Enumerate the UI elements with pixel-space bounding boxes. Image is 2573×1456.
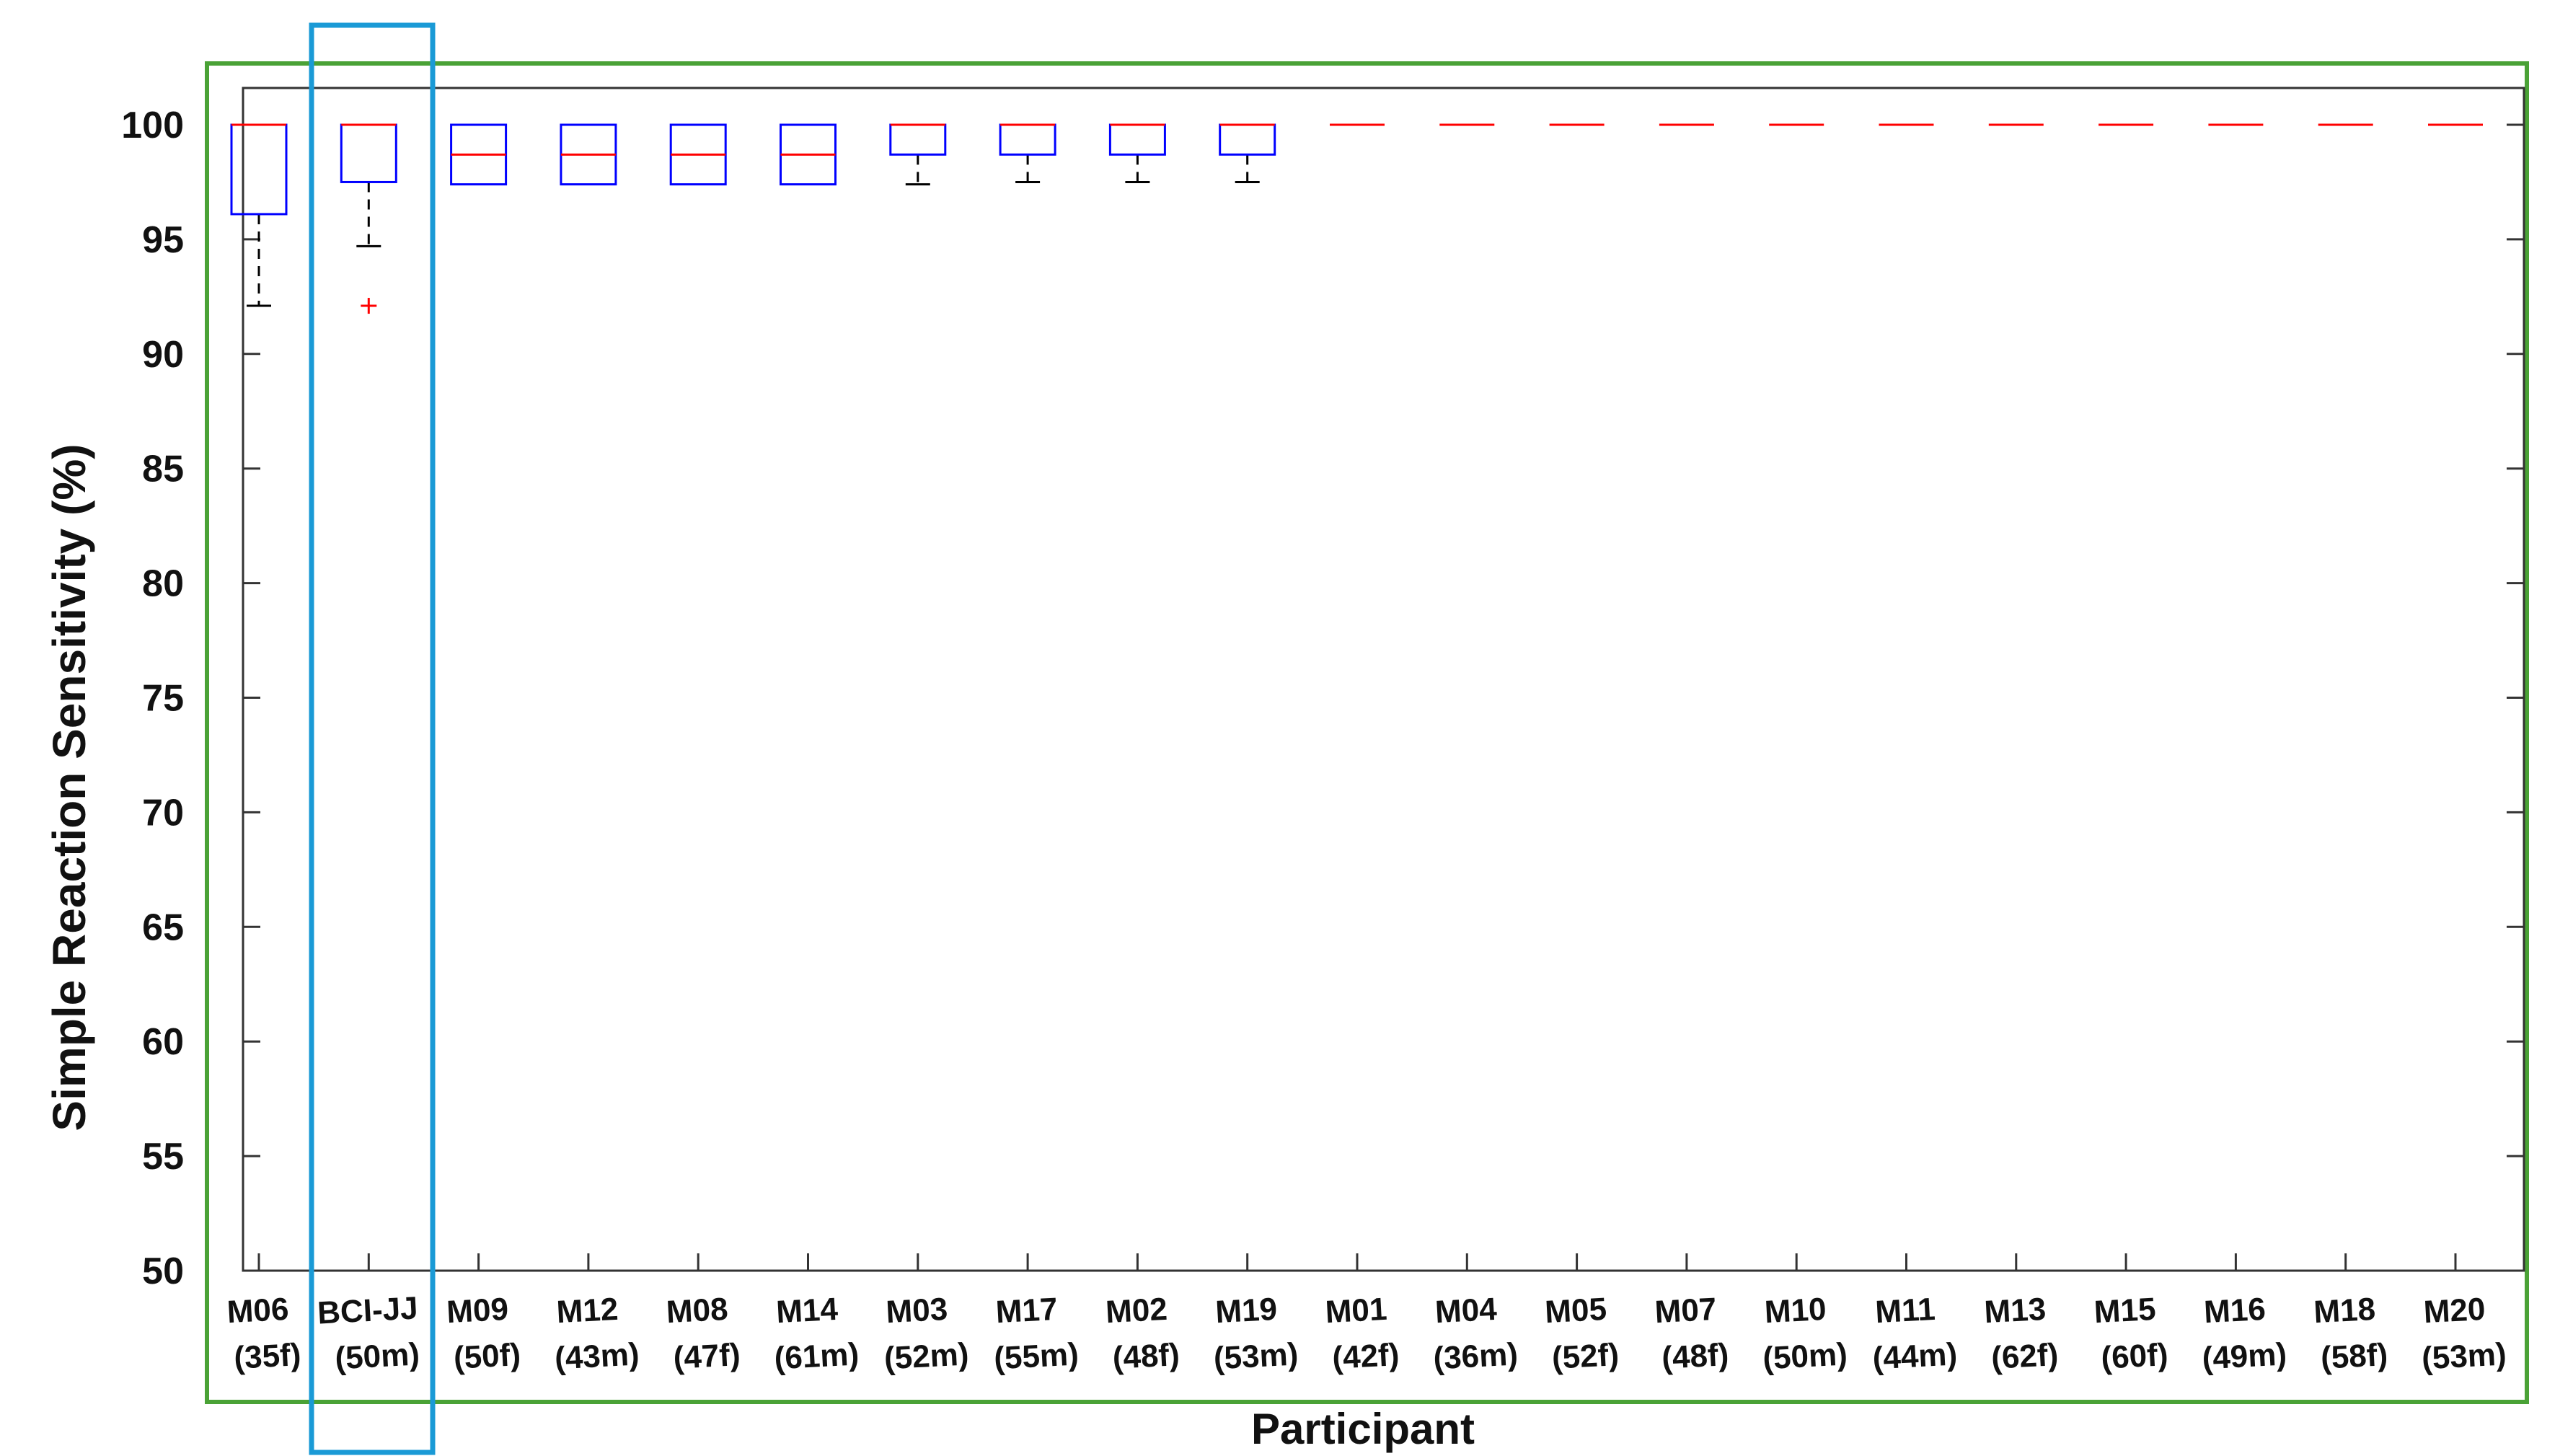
x-tick-label-meta: (52f) bbox=[1551, 1337, 1620, 1376]
x-tick-label-participant: M02 bbox=[1105, 1292, 1168, 1330]
x-tick-label-participant: M14 bbox=[775, 1292, 839, 1330]
x-tick-label-meta: (53m) bbox=[2421, 1336, 2507, 1376]
y-axis: 50 55 60 65 70 75 80 85 90 95 100 bbox=[121, 105, 2524, 1292]
x-tick-label-meta: (52m) bbox=[883, 1336, 970, 1376]
highlight-frame-bci-jj bbox=[309, 22, 436, 1455]
x-tick-label-participant: M11 bbox=[1874, 1292, 1936, 1330]
x-tick-label-participant: M18 bbox=[2313, 1292, 2376, 1330]
x-tick-label-participant: M13 bbox=[1983, 1292, 2047, 1330]
y-tick-label: 75 bbox=[142, 678, 184, 720]
x-tick-label-participant: M03 bbox=[885, 1292, 948, 1330]
y-tick-label: 95 bbox=[142, 219, 184, 261]
x-tick-label-meta: (61m) bbox=[774, 1336, 860, 1376]
plot-area-border bbox=[242, 87, 2525, 1272]
y-tick-label: 90 bbox=[142, 334, 184, 376]
x-tick-label-participant: M15 bbox=[2093, 1292, 2157, 1330]
x-tick-label-participant: M17 bbox=[995, 1292, 1059, 1330]
y-tick-label: 100 bbox=[121, 105, 184, 146]
x-tick-label-meta: (60f) bbox=[2100, 1337, 2168, 1376]
y-tick-label: 55 bbox=[142, 1136, 184, 1178]
x-tick-label-meta: (62f) bbox=[1990, 1337, 2059, 1376]
x-tick-label-meta: (47f) bbox=[672, 1337, 741, 1376]
y-tick-label: 60 bbox=[142, 1021, 184, 1063]
y-axis-label: Simple Reaction Sensitivity (%) bbox=[43, 444, 95, 1131]
x-tick-label-meta: (50m) bbox=[1762, 1336, 1848, 1376]
x-tick-label-participant: M09 bbox=[446, 1292, 509, 1330]
x-tick-label-meta: (36m) bbox=[1432, 1336, 1519, 1376]
x-tick-label-meta: (55m) bbox=[993, 1336, 1080, 1376]
x-tick-label-meta: (58f) bbox=[2320, 1337, 2388, 1376]
x-tick-label-participant: M04 bbox=[1434, 1292, 1499, 1330]
y-tick-label: 70 bbox=[142, 792, 184, 834]
x-axis: M06 (35f) BCI-JJ (50m) M09 (50f) M12 (43m) M08 (4… bbox=[226, 1253, 2507, 1376]
x-tick-label-meta: (43m) bbox=[554, 1336, 640, 1376]
x-tick-label-meta: (53m) bbox=[1213, 1336, 1299, 1376]
x-tick-label-meta: (35f) bbox=[233, 1337, 301, 1376]
x-tick-label-meta: (48f) bbox=[1661, 1337, 1729, 1376]
x-tick-label-participant: M01 bbox=[1325, 1292, 1388, 1330]
y-tick-label: 65 bbox=[142, 906, 184, 948]
x-tick-label-participant: M10 bbox=[1764, 1292, 1827, 1330]
y-tick-label: 80 bbox=[142, 563, 184, 605]
x-tick-label-meta: (48f) bbox=[1112, 1337, 1180, 1376]
x-tick-label-participant: M05 bbox=[1544, 1292, 1607, 1330]
y-tick-label: 85 bbox=[142, 449, 184, 490]
x-tick-label-meta: (42f) bbox=[1331, 1337, 1400, 1376]
outer-green-frame bbox=[205, 61, 2529, 1404]
x-tick-label-participant: M20 bbox=[2423, 1292, 2486, 1330]
x-tick-label-meta: (44m) bbox=[1872, 1336, 1959, 1376]
x-tick-label-participant: BCI-JJ bbox=[317, 1290, 419, 1331]
y-tick-label: 50 bbox=[142, 1250, 184, 1292]
x-axis-label: Participant bbox=[1251, 1405, 1475, 1453]
x-tick-label-participant: M08 bbox=[666, 1292, 729, 1330]
x-tick-label-participant: M19 bbox=[1214, 1292, 1278, 1330]
x-tick-label-meta: (50m) bbox=[334, 1336, 420, 1376]
x-tick-label-participant: M12 bbox=[555, 1292, 619, 1330]
x-tick-label-meta: (49m) bbox=[2201, 1336, 2287, 1376]
x-tick-label-participant: M16 bbox=[2203, 1292, 2267, 1330]
x-tick-label-participant: M06 bbox=[226, 1292, 290, 1330]
x-tick-label-participant: M07 bbox=[1654, 1292, 1717, 1330]
x-tick-label-meta: (50f) bbox=[453, 1337, 521, 1376]
box-series bbox=[230, 123, 2483, 314]
